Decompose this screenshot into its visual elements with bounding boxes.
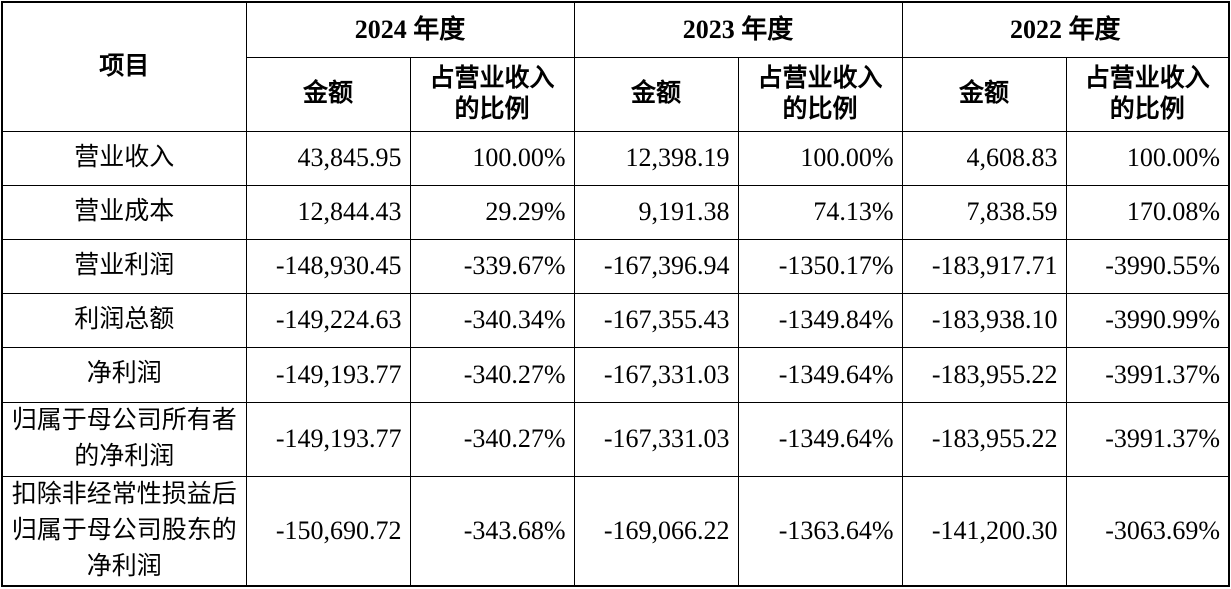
ratio-2023: -1349.64% bbox=[737, 346, 903, 403]
ratio-2024: 29.29% bbox=[409, 184, 575, 240]
ratio-header: 占营业收入的比例 bbox=[409, 56, 575, 132]
table-row: 利润总额 -149,224.63 -340.34% -167,355.43 -1… bbox=[1, 292, 1230, 348]
row-label: 归属于母公司所有者的净利润 bbox=[1, 401, 247, 477]
ratio-2022: -3990.99% bbox=[1065, 292, 1230, 348]
ratio-2023: -1349.64% bbox=[737, 401, 903, 477]
ratio-2022: -3990.55% bbox=[1065, 238, 1230, 294]
row-label: 扣除非经常性损益后归属于母公司股东的净利润 bbox=[1, 475, 247, 587]
row-label: 净利润 bbox=[1, 346, 247, 403]
header-row-years: 项目 2024 年度 2023 年度 2022 年度 bbox=[1, 1, 1230, 132]
ratio-2022: 170.08% bbox=[1065, 184, 1230, 240]
amount-2023: -167,331.03 bbox=[573, 401, 739, 477]
ratio-2024: -340.27% bbox=[409, 401, 575, 477]
amount-2024: 43,845.95 bbox=[245, 130, 411, 186]
amount-2022: -183,955.22 bbox=[901, 346, 1067, 403]
ratio-2023: -1349.84% bbox=[737, 292, 903, 348]
amount-2023: 12,398.19 bbox=[573, 130, 739, 186]
row-label: 利润总额 bbox=[1, 292, 247, 348]
ratio-2022: -3991.37% bbox=[1065, 401, 1230, 477]
year-header-2022: 2022 年度 bbox=[901, 1, 1230, 58]
amount-2022: 7,838.59 bbox=[901, 184, 1067, 240]
ratio-2022: 100.00% bbox=[1065, 130, 1230, 186]
amount-header: 金额 bbox=[573, 56, 739, 132]
year-header-2024: 2024 年度 bbox=[245, 1, 575, 58]
item-header: 项目 bbox=[1, 1, 247, 132]
table-row: 净利润 -149,193.77 -340.27% -167,331.03 -13… bbox=[1, 346, 1230, 403]
table-row: 营业成本 12,844.43 29.29% 9,191.38 74.13% 7,… bbox=[1, 184, 1230, 240]
ratio-2024: -340.27% bbox=[409, 346, 575, 403]
ratio-2023: -1363.64% bbox=[737, 475, 903, 587]
row-label: 营业成本 bbox=[1, 184, 247, 240]
ratio-2023: 74.13% bbox=[737, 184, 903, 240]
table-row: 营业收入 43,845.95 100.00% 12,398.19 100.00%… bbox=[1, 130, 1230, 186]
amount-2023: -167,396.94 bbox=[573, 238, 739, 294]
amount-2024: -149,193.77 bbox=[245, 346, 411, 403]
amount-2022: -183,917.71 bbox=[901, 238, 1067, 294]
ratio-2023: 100.00% bbox=[737, 130, 903, 186]
ratio-2023: -1350.17% bbox=[737, 238, 903, 294]
amount-2023: -169,066.22 bbox=[573, 475, 739, 587]
row-label: 营业收入 bbox=[1, 130, 247, 186]
amount-2023: -167,331.03 bbox=[573, 346, 739, 403]
ratio-2024: -340.34% bbox=[409, 292, 575, 348]
amount-2024: -148,930.45 bbox=[245, 238, 411, 294]
amount-2024: 12,844.43 bbox=[245, 184, 411, 240]
table-row: 扣除非经常性损益后归属于母公司股东的净利润 -150,690.72 -343.6… bbox=[1, 475, 1230, 587]
amount-2024: -150,690.72 bbox=[245, 475, 411, 587]
amount-header: 金额 bbox=[901, 56, 1067, 132]
amount-2023: -167,355.43 bbox=[573, 292, 739, 348]
amount-2022: -183,938.10 bbox=[901, 292, 1067, 348]
ratio-2024: -343.68% bbox=[409, 475, 575, 587]
ratio-2022: -3991.37% bbox=[1065, 346, 1230, 403]
ratio-2022: -3063.69% bbox=[1065, 475, 1230, 587]
amount-2024: -149,193.77 bbox=[245, 401, 411, 477]
table-row: 归属于母公司所有者的净利润 -149,193.77 -340.27% -167,… bbox=[1, 401, 1230, 477]
amount-2023: 9,191.38 bbox=[573, 184, 739, 240]
ratio-header: 占营业收入的比例 bbox=[737, 56, 903, 132]
amount-2024: -149,224.63 bbox=[245, 292, 411, 348]
ratio-header: 占营业收入的比例 bbox=[1065, 56, 1230, 132]
header-row-subcolumns: 金额 占营业收入的比例 金额 占营业收入的比例 金额 占营业收入的比例 bbox=[2, 56, 1230, 132]
ratio-2024: 100.00% bbox=[409, 130, 575, 186]
year-header-2023: 2023 年度 bbox=[573, 1, 903, 58]
ratio-2024: -339.67% bbox=[409, 238, 575, 294]
amount-2022: 4,608.83 bbox=[901, 130, 1067, 186]
table-row: 营业利润 -148,930.45 -339.67% -167,396.94 -1… bbox=[1, 238, 1230, 294]
amount-2022: -183,955.22 bbox=[901, 401, 1067, 477]
row-label: 营业利润 bbox=[1, 238, 247, 294]
amount-2022: -141,200.30 bbox=[901, 475, 1067, 587]
amount-header: 金额 bbox=[245, 56, 411, 132]
